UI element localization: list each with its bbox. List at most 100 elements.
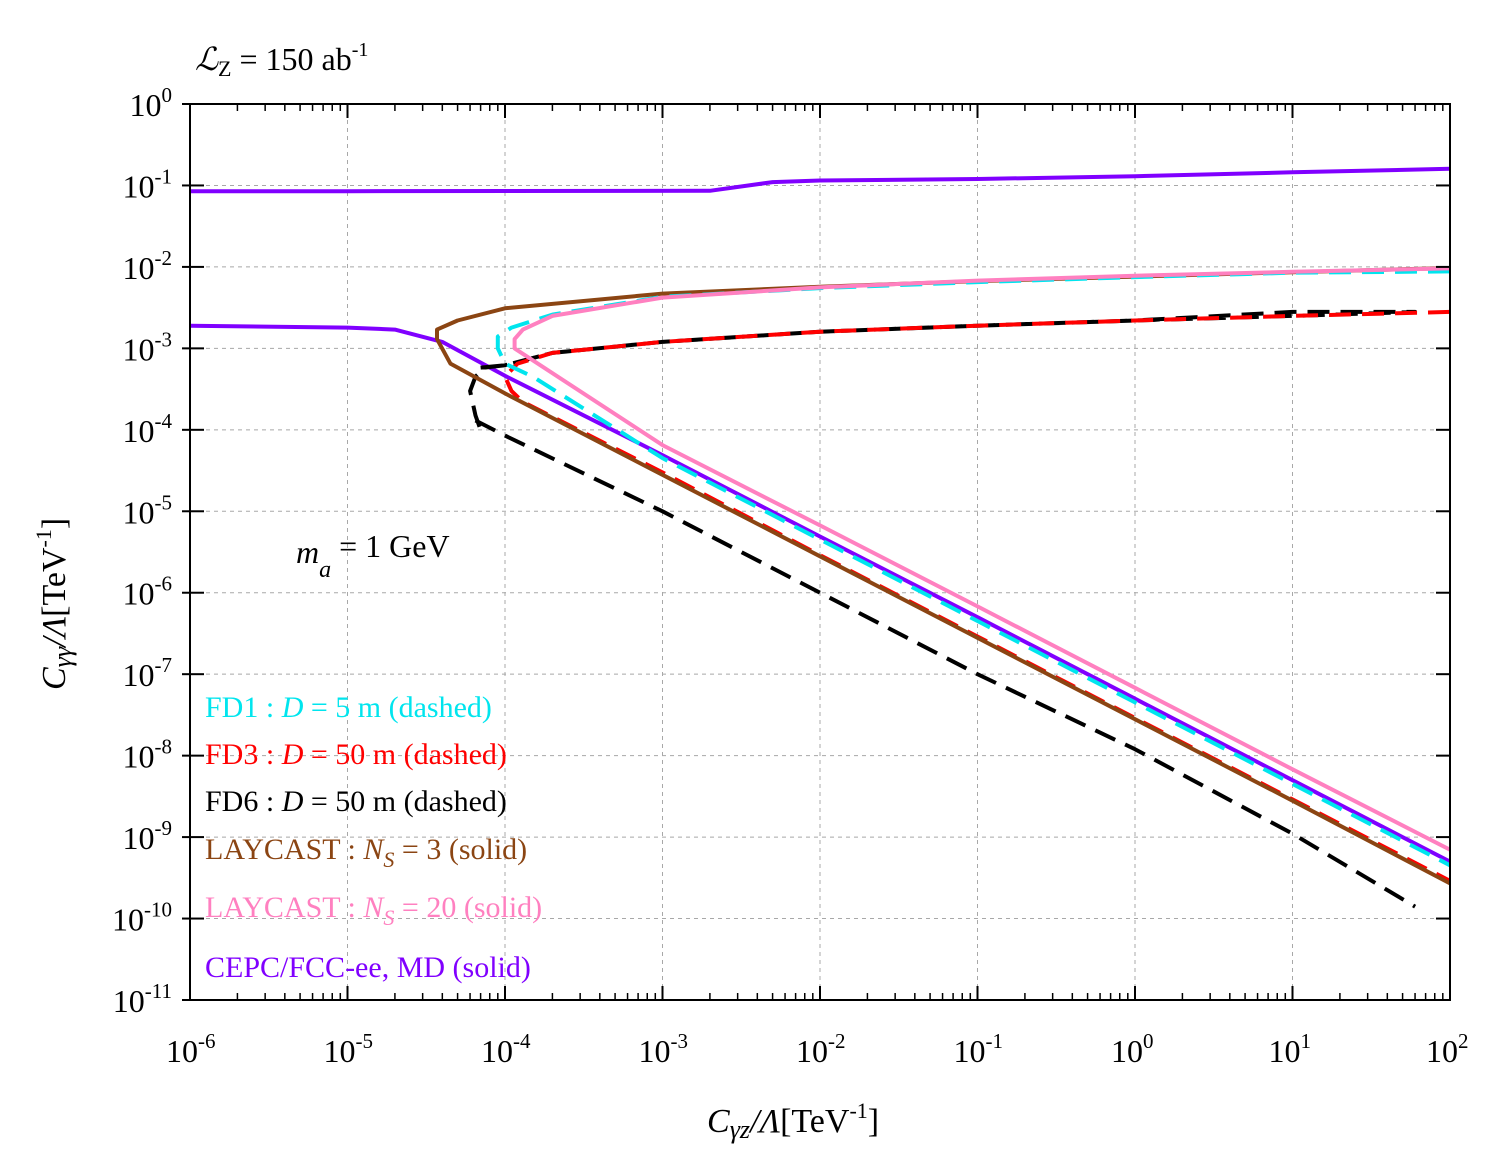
x-tick-exponent: -1 [986, 1029, 1004, 1053]
y-axis-label-unit: [TeV [36, 547, 73, 617]
x-axis-label-sub: γz [730, 1115, 750, 1144]
legend-entry-pre: FD1 : [205, 691, 282, 724]
legend-entry-fd3: FD3 : D = 50 m (dashed) [205, 738, 507, 771]
y-tick-base: 10 [123, 250, 155, 286]
y-tick-label: 10-10 [112, 898, 172, 938]
legend-entry-var: D [281, 691, 304, 724]
x-tick-label: 10-1 [954, 1029, 1004, 1069]
y-axis-label-c: C [36, 667, 73, 690]
y-tick-exponent: -8 [155, 735, 173, 759]
y-tick-label: 10-4 [123, 409, 173, 449]
y-tick-base: 10 [123, 413, 155, 449]
series-line-7 [512, 266, 1450, 852]
x-axis-label-unit: [TeV [780, 1103, 850, 1140]
legend-entry-var: D [281, 738, 304, 771]
legend-entry-pre: CEPC/FCC-ee, MD (solid) [205, 951, 531, 984]
legend-entry-var: D [281, 785, 304, 818]
x-axis-label-slash: / [748, 1103, 763, 1140]
series-line-0 [190, 166, 1450, 194]
x-tick-exponent: -2 [828, 1029, 846, 1053]
y-tick-label: 10-6 [123, 572, 173, 612]
legend-entry-pre: FD6 : [205, 785, 282, 818]
x-axis-label-unit-exp: -1 [849, 1098, 867, 1123]
y-tick-base: 10 [123, 331, 155, 367]
series-line-1 [190, 323, 1450, 864]
x-tick-label: 10-3 [639, 1029, 689, 1069]
grid [190, 104, 1450, 1000]
y-tick-exponent: -4 [155, 409, 173, 433]
legend-entry-fd1: FD1 : D = 5 m (dashed) [205, 691, 492, 724]
mass-symbol: m [296, 534, 319, 570]
y-tick-exponent: -3 [155, 327, 173, 351]
x-tick-label: 101 [1269, 1029, 1312, 1069]
legend-entry-pre: FD3 : [205, 738, 282, 771]
luminosity-label: ℒZ = 150 ab-1 [195, 39, 368, 81]
y-tick-label: 10-9 [123, 816, 173, 856]
x-tick-base: 10 [639, 1033, 671, 1069]
legend-entry-varsub: S [383, 847, 394, 872]
mass-value: = 1 GeV [331, 528, 449, 564]
y-axis-label-sub: γγ [48, 646, 77, 667]
x-tick-label: 10-4 [481, 1029, 531, 1069]
legend-entry-fd6: FD6 : D = 50 m (dashed) [205, 785, 507, 818]
y-tick-exponent: -5 [155, 490, 173, 514]
legend-entry-laycast-20: LAYCAST : NS = 20 (solid) [205, 891, 542, 930]
y-tick-exponent: -9 [155, 816, 173, 840]
legend-entry-pre: LAYCAST : [205, 891, 363, 924]
x-tick-label: 10-6 [166, 1029, 216, 1069]
x-tick-base: 10 [166, 1033, 198, 1069]
mass-subscript: a [319, 557, 331, 583]
legend-entry-post: = 50 m (dashed) [303, 785, 507, 818]
y-tick-exponent: 0 [162, 83, 173, 107]
y-tick-label: 10-11 [113, 979, 172, 1019]
series-group [190, 166, 1450, 909]
legend-entry-varsub: S [383, 905, 394, 930]
x-tick-exponent: 0 [1143, 1029, 1154, 1053]
x-axis-label-lambda: Λ [757, 1103, 781, 1140]
x-axis-label-c: C [707, 1103, 730, 1140]
y-axis-label-unit-exp: -1 [31, 529, 56, 547]
y-tick-exponent: -11 [145, 979, 172, 1003]
y-axis-label: Cγγ/Λ[TeV-1] [31, 518, 77, 690]
y-tick-label: 10-1 [123, 164, 173, 204]
y-tick-exponent: -2 [155, 246, 173, 270]
y-tick-exponent: -6 [155, 572, 173, 596]
legend-entry-var: N [362, 833, 385, 866]
x-tick-base: 10 [1426, 1033, 1458, 1069]
luminosity-symbol: ℒ [195, 41, 219, 77]
x-tick-exponent: 1 [1301, 1029, 1312, 1053]
y-tick-label: 10-8 [123, 735, 173, 775]
y-tick-base: 10 [123, 494, 155, 530]
y-axis-label-lambda: Λ [36, 616, 73, 640]
y-tick-base: 10 [123, 576, 155, 612]
y-tick-label: 10-2 [123, 246, 173, 286]
y-tick-labels: 10010-110-210-310-410-510-610-710-810-91… [112, 83, 172, 1019]
y-tick-exponent: -10 [144, 898, 172, 922]
x-tick-label: 102 [1426, 1029, 1469, 1069]
y-tick-base: 10 [112, 902, 144, 938]
legend-entry-pre: LAYCAST : [205, 833, 363, 866]
x-tick-labels: 10-6 10-5 10-4 10-3 10-2 10-1 100 101 102 [166, 1029, 1469, 1069]
x-tick-base: 10 [1111, 1033, 1143, 1069]
luminosity-exponent: -1 [352, 39, 369, 61]
x-tick-base: 10 [954, 1033, 986, 1069]
y-tick-base: 10 [130, 87, 162, 123]
y-tick-exponent: -1 [155, 164, 173, 188]
x-tick-exponent: -5 [356, 1029, 374, 1053]
x-tick-label: 100 [1111, 1029, 1154, 1069]
y-tick-base: 10 [123, 657, 155, 693]
x-tick-label: 10-5 [324, 1029, 374, 1069]
y-tick-label: 10-7 [123, 653, 173, 693]
y-tick-base: 10 [123, 168, 155, 204]
y-tick-base: 10 [123, 739, 155, 775]
legend: FD1 : D = 5 m (dashed) FD3 : D = 50 m (d… [205, 691, 542, 984]
x-tick-base: 10 [1269, 1033, 1301, 1069]
legend-entry-cepc: CEPC/FCC-ee, MD (solid) [205, 951, 531, 984]
x-tick-label: 10-2 [796, 1029, 846, 1069]
x-tick-base: 10 [796, 1033, 828, 1069]
legend-entry-var: N [362, 891, 385, 924]
x-tick-base: 10 [481, 1033, 513, 1069]
x-axis-label: Cγz/Λ[TeV-1] [707, 1098, 879, 1144]
legend-entry-laycast-3: LAYCAST : NS = 3 (solid) [205, 833, 527, 872]
